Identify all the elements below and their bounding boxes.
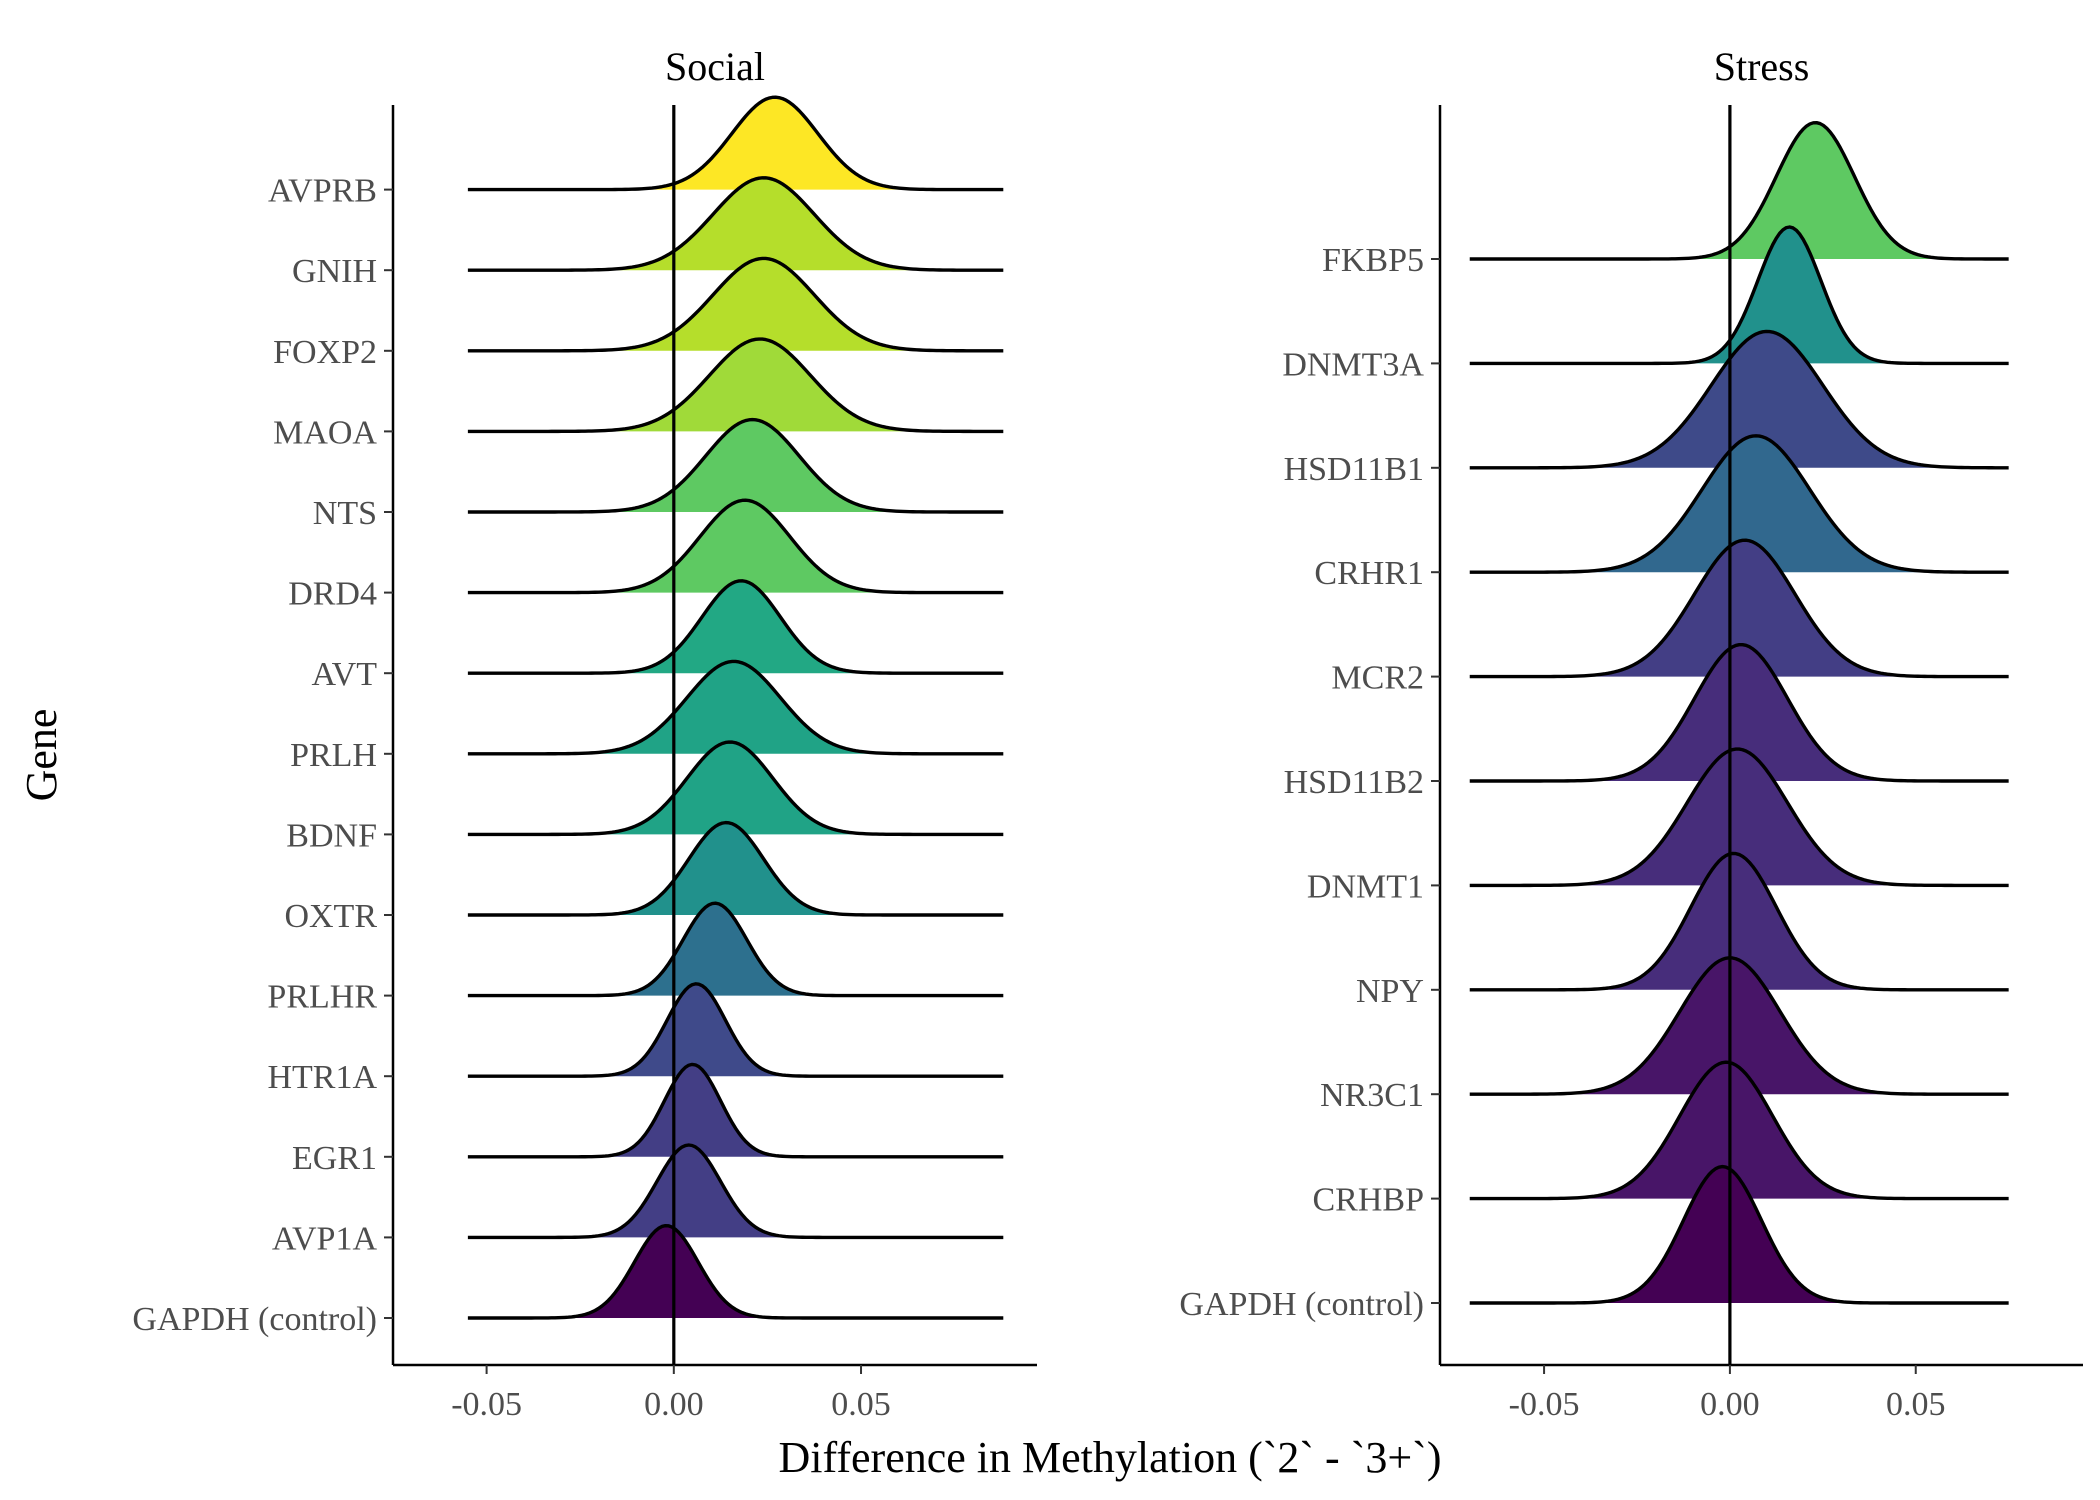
ridge-line-stress-hsd11b2 bbox=[1469, 642, 2009, 783]
ridge-fill-social-bdnf bbox=[467, 742, 1004, 835]
ridge-fill-stress-hsd11b2 bbox=[1469, 644, 2009, 781]
y-axis-title: Gene bbox=[17, 709, 66, 802]
ridge-fill-stress-npy bbox=[1469, 853, 2009, 990]
ridges-social bbox=[467, 95, 1004, 1320]
panel-stress: Stress GAPDH (control) CRHBP NR3C1 NPY DNMT1 H… bbox=[1179, 44, 2083, 1423]
ridge-fill-social-egr1 bbox=[467, 1064, 1004, 1157]
y-tick-label-social-htr1a: HTR1A bbox=[267, 1059, 377, 1096]
panel-social: Social GAPDH (control) AVP1A EGR1 HTR1A PRLHR… bbox=[132, 44, 1037, 1423]
x-tick-label-stress-2: 0.05 bbox=[1886, 1386, 1946, 1423]
y-tick-label-social-maoa: MAOA bbox=[273, 414, 377, 451]
y-tick-label-social-prlh: PRLH bbox=[290, 737, 377, 774]
ridge-fill-stress-gapdh-control bbox=[1469, 1166, 2009, 1303]
y-tick-label-stress-crhbp: CRHBP bbox=[1313, 1182, 1425, 1219]
x-axis-title: Difference in Methylation (`2` - `3+`) bbox=[779, 1433, 1442, 1482]
y-tick-label-social-drd4: DRD4 bbox=[288, 576, 377, 613]
x-tick-label-social-1: 0.00 bbox=[644, 1386, 704, 1423]
ridge-fill-social-foxp2 bbox=[467, 258, 1004, 351]
y-tick-label-social-prlhr: PRLHR bbox=[267, 979, 377, 1016]
ridge-fill-stress-dnmt1 bbox=[1469, 749, 2009, 886]
ridge-fill-social-gnih bbox=[467, 177, 1004, 271]
ridge-line-social-avt bbox=[467, 579, 1004, 675]
y-tick-label-stress-mcr2: MCR2 bbox=[1331, 660, 1424, 697]
ridge-line-social-maoa bbox=[467, 337, 1004, 434]
y-tick-label-stress-nr3c1: NR3C1 bbox=[1320, 1077, 1424, 1114]
panel-title-social: Social bbox=[665, 44, 765, 89]
ridge-line-social-drd4 bbox=[467, 498, 1004, 595]
ridge-line-social-gapdh-control bbox=[467, 1223, 1004, 1320]
ridge-fill-stress-dnmt3a bbox=[1469, 227, 2009, 364]
ridge-fill-social-prlh bbox=[467, 661, 1004, 754]
ridge-line-social-gnih bbox=[467, 176, 1004, 272]
x-tick-label-social-2: 0.05 bbox=[831, 1386, 891, 1423]
y-tick-label-social-avp1a: AVP1A bbox=[272, 1220, 378, 1257]
y-tick-label-stress-gapdh-control: GAPDH (control) bbox=[1179, 1286, 1424, 1323]
y-tick-label-social-nts: NTS bbox=[313, 495, 377, 532]
ridge-line-social-oxtr bbox=[467, 820, 1004, 917]
ridge-fill-social-avt bbox=[467, 580, 1004, 674]
ridge-line-social-bdnf bbox=[467, 740, 1004, 837]
ridge-fill-stress-crhr1 bbox=[1469, 435, 2009, 573]
ridge-fill-social-htr1a bbox=[467, 983, 1004, 1077]
ridge-line-stress-nr3c1 bbox=[1469, 956, 2009, 1096]
ridge-fill-social-oxtr bbox=[467, 822, 1004, 915]
ridge-line-social-prlhr bbox=[467, 901, 1004, 998]
ridge-fill-stress-fkbp5 bbox=[1469, 122, 2009, 259]
y-tick-label-social-bdnf: BDNF bbox=[286, 817, 377, 854]
y-tick-label-social-avt: AVT bbox=[312, 656, 378, 693]
y-tick-label-social-avprb: AVPRB bbox=[268, 173, 377, 210]
ridge-line-stress-crhr1 bbox=[1469, 434, 2009, 574]
ridge-line-stress-dnmt1 bbox=[1469, 747, 2009, 888]
ridge-fill-stress-crhbp bbox=[1469, 1062, 2009, 1199]
ridges-stress bbox=[1469, 120, 2009, 1305]
x-tick-label-stress-1: 0.00 bbox=[1700, 1386, 1760, 1423]
ridge-fill-social-avprb bbox=[467, 97, 1004, 190]
ridge-line-social-foxp2 bbox=[467, 256, 1004, 353]
y-tick-label-social-gnih: GNIH bbox=[292, 253, 377, 290]
ridge-line-social-htr1a bbox=[467, 982, 1004, 1078]
ridge-line-social-avp1a bbox=[467, 1143, 1004, 1240]
y-tick-label-stress-dnmt3a: DNMT3A bbox=[1282, 346, 1424, 383]
ridge-fill-stress-nr3c1 bbox=[1469, 957, 2009, 1095]
ridge-line-stress-hsd11b1 bbox=[1469, 329, 2009, 470]
y-tick-label-social-foxp2: FOXP2 bbox=[273, 334, 377, 371]
ridge-line-stress-fkbp5 bbox=[1469, 120, 2009, 261]
ridge-fill-stress-hsd11b1 bbox=[1469, 331, 2009, 468]
y-tick-label-stress-npy: NPY bbox=[1356, 973, 1424, 1010]
y-tick-label-stress-fkbp5: FKBP5 bbox=[1322, 242, 1424, 279]
y-tick-label-stress-crhr1: CRHR1 bbox=[1314, 555, 1424, 592]
ridge-fill-social-avp1a bbox=[467, 1145, 1004, 1238]
y-tick-label-stress-hsd11b1: HSD11B1 bbox=[1284, 451, 1424, 488]
y-tick-label-social-egr1: EGR1 bbox=[292, 1140, 377, 1177]
ridge-fill-social-gapdh-control bbox=[467, 1225, 1004, 1318]
y-tick-label-social-gapdh-control: GAPDH (control) bbox=[132, 1301, 377, 1338]
ridge-fill-social-nts bbox=[467, 419, 1004, 512]
ridge-line-stress-mcr2 bbox=[1469, 538, 2009, 679]
ridge-line-stress-dnmt3a bbox=[1469, 225, 2009, 366]
ridge-line-social-prlh bbox=[467, 659, 1004, 756]
ridge-fill-stress-mcr2 bbox=[1469, 540, 2009, 677]
ridge-line-stress-npy bbox=[1469, 851, 2009, 992]
ridge-fill-social-drd4 bbox=[467, 500, 1004, 593]
ridge-line-social-nts bbox=[467, 417, 1004, 514]
y-tick-label-social-oxtr: OXTR bbox=[284, 898, 377, 935]
ridge-fill-social-maoa bbox=[467, 339, 1004, 432]
ridge-line-stress-gapdh-control bbox=[1469, 1164, 2009, 1305]
y-tick-label-stress-dnmt1: DNMT1 bbox=[1307, 868, 1424, 905]
panel-title-stress: Stress bbox=[1714, 44, 1810, 89]
y-tick-label-stress-hsd11b2: HSD11B2 bbox=[1284, 764, 1424, 801]
x-tick-label-stress-0: -0.05 bbox=[1509, 1386, 1580, 1423]
ridge-line-social-egr1 bbox=[467, 1062, 1004, 1159]
ridge-line-social-avprb bbox=[467, 95, 1004, 192]
x-tick-label-social-0: -0.05 bbox=[451, 1386, 522, 1423]
ridge-fill-social-prlhr bbox=[467, 903, 1004, 996]
ridge-line-stress-crhbp bbox=[1469, 1060, 2009, 1201]
